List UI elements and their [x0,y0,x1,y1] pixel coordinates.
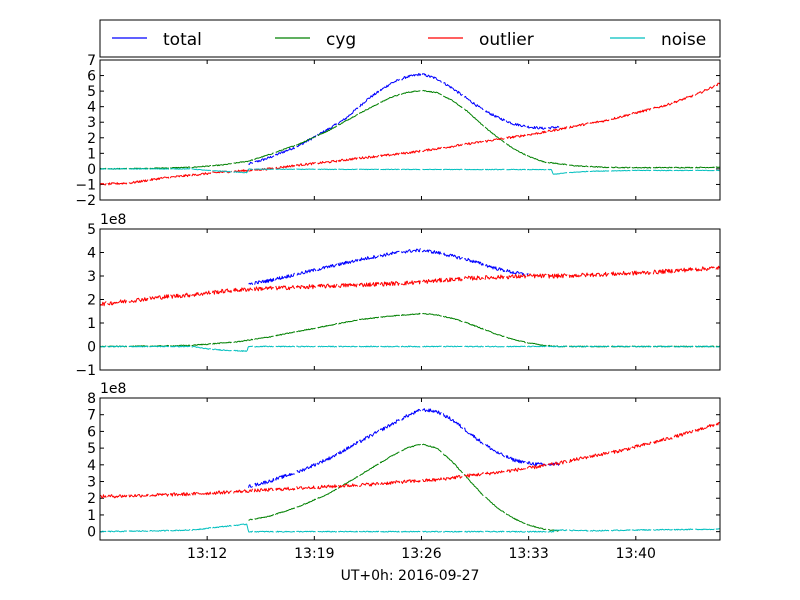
series-noise [100,168,720,175]
panel-1-frame [99,228,721,371]
y-offset-label: 1e8 [100,381,126,397]
legend-label-total: total [163,30,202,50]
x-tick-labels: 13:12 13:19 13:26 13:33 13:40 [187,546,656,562]
series-noise [100,523,720,533]
y-tick-label: 5 [87,84,96,100]
series-outlier [100,82,720,186]
panel-2-series [100,408,720,533]
x-tick-label: 13:40 [616,546,656,562]
y-tick-label: 1 [87,508,96,524]
y-tick-label: −2 [75,193,96,209]
x-tick-label: 13:33 [508,546,548,562]
x-axis-label: UT+0h: 2016-09-27 [341,568,480,584]
y-tick-label: 6 [87,69,96,85]
y-tick-label: 4 [87,246,96,262]
y-tick-label: 2 [87,491,96,507]
y-tick-label: 7 [87,408,96,424]
y-tick-label: −1 [75,177,96,193]
panel-0-frame [99,59,721,201]
y-tick-label: −1 [75,363,96,379]
y-tick-label: 0 [87,162,96,178]
panel-0-background [100,60,720,200]
y-tick-label: 5 [87,222,96,238]
y-tick-label: 1 [87,146,96,162]
y-tick-label: 7 [87,53,96,69]
legend-label-cyg: cyg [326,30,356,50]
legend-label-noise: noise [661,30,706,50]
series-total [248,248,529,285]
series-outlier [100,265,720,307]
y-tick-label: 1 [87,316,96,332]
y-tick-label: 0 [87,340,96,356]
y-tick-label: 3 [87,115,96,131]
panel-0-series [100,73,720,186]
legend: total cyg outlier noise [99,19,721,58]
series-total [248,73,560,165]
series-cyg [248,443,560,532]
y-tick-label: 0 [87,525,96,541]
y-tick-label: 2 [87,131,96,147]
y-offset-label: 1e8 [100,212,126,228]
x-tick-label: 13:19 [294,546,334,562]
panel-1-series [100,248,720,352]
x-tick-label: 13:12 [187,546,227,562]
y-tick-label: 8 [87,391,96,407]
panel-2-frame [99,397,721,541]
y-tick-label: 5 [87,441,96,457]
legend-label-outlier: outlier [479,30,534,50]
y-tick-label: 3 [87,269,96,285]
x-tick-label: 13:26 [401,546,441,562]
y-tick-label: 2 [87,293,96,309]
series-outlier [100,421,720,499]
panel-2-background [100,398,720,540]
series-noise [100,345,720,352]
y-tick-label: 3 [87,475,96,491]
series-total [248,408,560,488]
y-tick-label: 6 [87,424,96,440]
y-tick-label: 4 [87,100,96,116]
y-tick-label: 4 [87,458,96,474]
